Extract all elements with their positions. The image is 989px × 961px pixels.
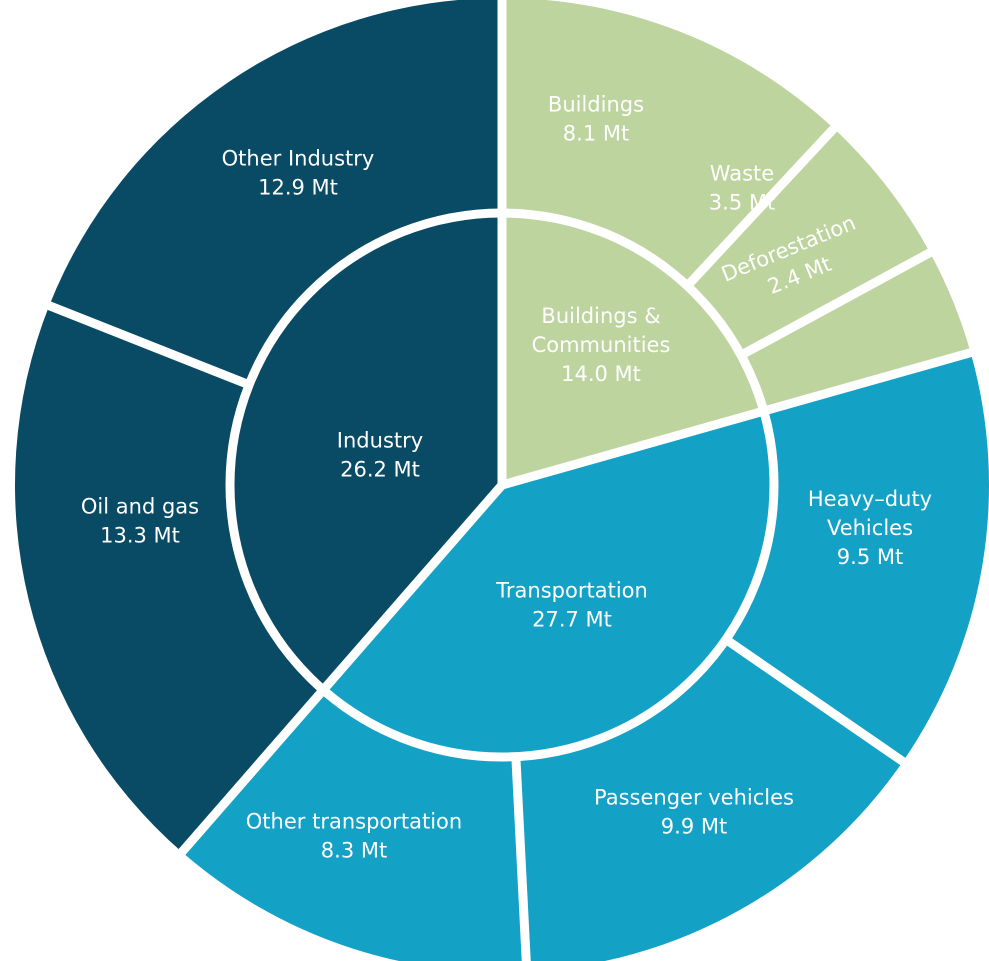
outer-separator-6: [175, 687, 327, 859]
outer-label-waste: Waste 3.5 Mt: [709, 162, 775, 215]
outer-separator-2: [738, 246, 936, 360]
ring-separator: [225, 208, 779, 762]
outer-separator-1: [684, 122, 840, 289]
outer-label-oil-and-gas-line-1: 13.3 Mt: [100, 524, 180, 548]
inner-separator-1: [500, 406, 765, 490]
outer-slice-passenger-vehicles: [515, 639, 903, 961]
outer-slice-other-industry: [49, 0, 502, 385]
outer-label-passenger-vehicles: Passenger vehicles 9.9 Mt: [594, 786, 794, 839]
inner-separator-2: [319, 482, 506, 693]
inner-label-transportation-line-0: Transportation: [495, 579, 648, 603]
outer-label-heavy-duty-vehicles-line-0: Heavy–duty: [808, 487, 932, 511]
outer-label-buildings-line-0: Buildings: [548, 93, 644, 117]
inner-label-industry: Industry 26.2 Mt: [337, 429, 423, 482]
outer-label-other-transportation-line-1: 8.3 Mt: [321, 839, 387, 863]
outer-edge: [5, 0, 989, 961]
outer-slice-waste: [687, 128, 930, 356]
inner-label-buildings-and-communities-line-0: Buildings &: [541, 304, 660, 328]
outer-separator-3: [762, 347, 976, 416]
outer-label-oil-and-gas-line-0: Oil and gas: [81, 495, 199, 519]
outer-label-heavy-duty-vehicles-line-1: Vehicles: [827, 516, 913, 540]
outer-slice-deforestation: [741, 252, 971, 412]
inner-label-industry-line-0: Industry: [337, 429, 423, 453]
inner-label-buildings-and-communities-line-2: 14.0 Mt: [561, 362, 641, 386]
outer-separator-7: [43, 300, 251, 390]
outer-label-other-industry-line-0: Other Industry: [222, 147, 375, 171]
outer-label-passenger-vehicles-line-1: 9.9 Mt: [661, 815, 727, 839]
inner-label-transportation: Transportation 27.7 Mt: [495, 579, 648, 632]
inner-slice-industry: [230, 213, 503, 691]
inner-slice-buildings-and-communities: [502, 213, 764, 485]
outer-label-oil-and-gas: Oil and gas 13.3 Mt: [81, 495, 199, 548]
inner-label-buildings-and-communities-line-1: Communities: [532, 333, 671, 357]
inner-label-industry-line-1: 26.2 Mt: [340, 458, 420, 482]
inner-slice-transportation: [323, 411, 775, 758]
outer-separator-5: [511, 756, 531, 961]
outer-label-waste-line-1: 3.5 Mt: [709, 191, 775, 215]
outer-label-buildings-line-1: 8.1 Mt: [563, 122, 629, 146]
outer-label-buildings: Buildings 8.1 Mt: [548, 93, 644, 146]
outer-label-heavy-duty-vehicles-line-2: 9.5 Mt: [837, 545, 903, 569]
outer-label-waste-line-0: Waste: [710, 162, 774, 186]
outer-label-other-transportation-line-0: Other transportation: [246, 810, 462, 834]
outer-label-other-industry: Other Industry 12.9 Mt: [222, 147, 375, 200]
inner-label-transportation-line-1: 27.7 Mt: [532, 608, 612, 632]
outer-label-passenger-vehicles-line-0: Passenger vehicles: [594, 786, 794, 810]
outer-label-other-transportation: Other transportation 8.3 Mt: [246, 810, 462, 863]
outer-label-other-industry-line-1: 12.9 Mt: [258, 176, 338, 200]
outer-separator-4: [723, 635, 909, 768]
inner-label-buildings-and-communities: Buildings & Communities 14.0 Mt: [532, 304, 671, 386]
outer-label-heavy-duty-vehicles: Heavy–duty Vehicles 9.5 Mt: [808, 487, 932, 569]
outer-slice-heavy-duty-vehicles: [725, 352, 989, 762]
outer-slice-oil-and-gas: [14, 305, 324, 853]
